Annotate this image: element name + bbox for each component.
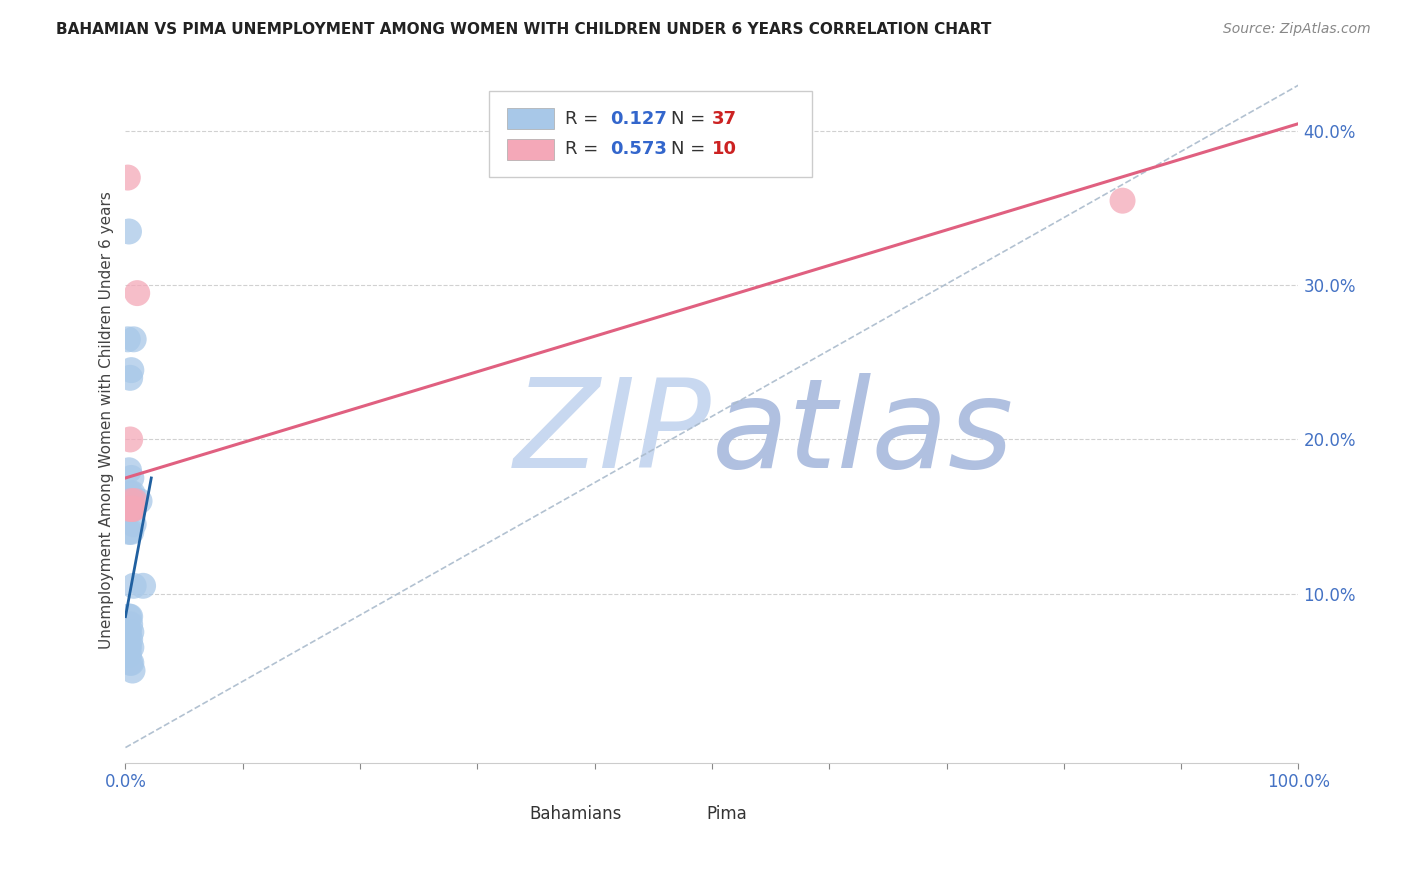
Text: N =: N = [671, 110, 711, 128]
Point [117, 640, 139, 655]
Text: 37: 37 [711, 110, 737, 128]
Point [118, 494, 141, 508]
FancyBboxPatch shape [506, 108, 554, 128]
Point [118, 640, 141, 655]
Text: 0.127: 0.127 [610, 110, 666, 128]
Point [120, 656, 142, 670]
Point [120, 632, 142, 647]
Point [117, 640, 139, 655]
FancyBboxPatch shape [659, 806, 697, 823]
Point [118, 609, 141, 624]
Point [120, 486, 142, 500]
Point [121, 501, 143, 516]
Point [118, 225, 141, 239]
FancyBboxPatch shape [489, 91, 811, 177]
Text: atlas: atlas [711, 374, 1014, 494]
Point [120, 363, 142, 377]
Point [118, 501, 141, 516]
Point [120, 617, 142, 632]
Point [118, 463, 141, 477]
Point [121, 486, 143, 500]
Point [120, 640, 142, 655]
Point [120, 371, 142, 385]
Point [128, 494, 150, 508]
FancyBboxPatch shape [506, 139, 554, 160]
Point [118, 648, 141, 662]
Text: BAHAMIAN VS PIMA UNEMPLOYMENT AMONG WOMEN WITH CHILDREN UNDER 6 YEARS CORRELATIO: BAHAMIAN VS PIMA UNEMPLOYMENT AMONG WOME… [56, 22, 991, 37]
Point [121, 664, 143, 678]
Point [1111, 194, 1133, 208]
Point [122, 579, 145, 593]
Point [120, 501, 142, 516]
Point [120, 471, 142, 485]
Point [120, 609, 142, 624]
Text: N =: N = [671, 140, 711, 159]
Point [120, 656, 142, 670]
Point [132, 579, 155, 593]
Point [118, 625, 141, 640]
Point [117, 501, 139, 516]
Point [122, 501, 145, 516]
Point [117, 625, 139, 640]
Point [117, 332, 139, 346]
Point [120, 524, 142, 539]
Point [120, 501, 142, 516]
Text: Pima: Pima [706, 805, 747, 823]
Point [122, 517, 145, 532]
Point [124, 494, 146, 508]
Y-axis label: Unemployment Among Women with Children Under 6 years: Unemployment Among Women with Children U… [100, 191, 114, 649]
Point [122, 332, 145, 346]
Text: R =: R = [565, 110, 605, 128]
Text: 0.573: 0.573 [610, 140, 666, 159]
FancyBboxPatch shape [484, 806, 520, 823]
Point [120, 494, 142, 508]
Point [120, 433, 142, 447]
Point [127, 286, 149, 301]
Text: R =: R = [565, 140, 605, 159]
Point [117, 170, 139, 185]
Text: ZIP: ZIP [515, 374, 711, 494]
Point [118, 524, 141, 539]
Text: Bahamians: Bahamians [529, 805, 621, 823]
Point [120, 501, 142, 516]
Point [120, 625, 142, 640]
Point [121, 501, 143, 516]
Text: 10: 10 [711, 140, 737, 159]
Point [118, 501, 141, 516]
Text: Source: ZipAtlas.com: Source: ZipAtlas.com [1223, 22, 1371, 37]
Point [120, 501, 142, 516]
